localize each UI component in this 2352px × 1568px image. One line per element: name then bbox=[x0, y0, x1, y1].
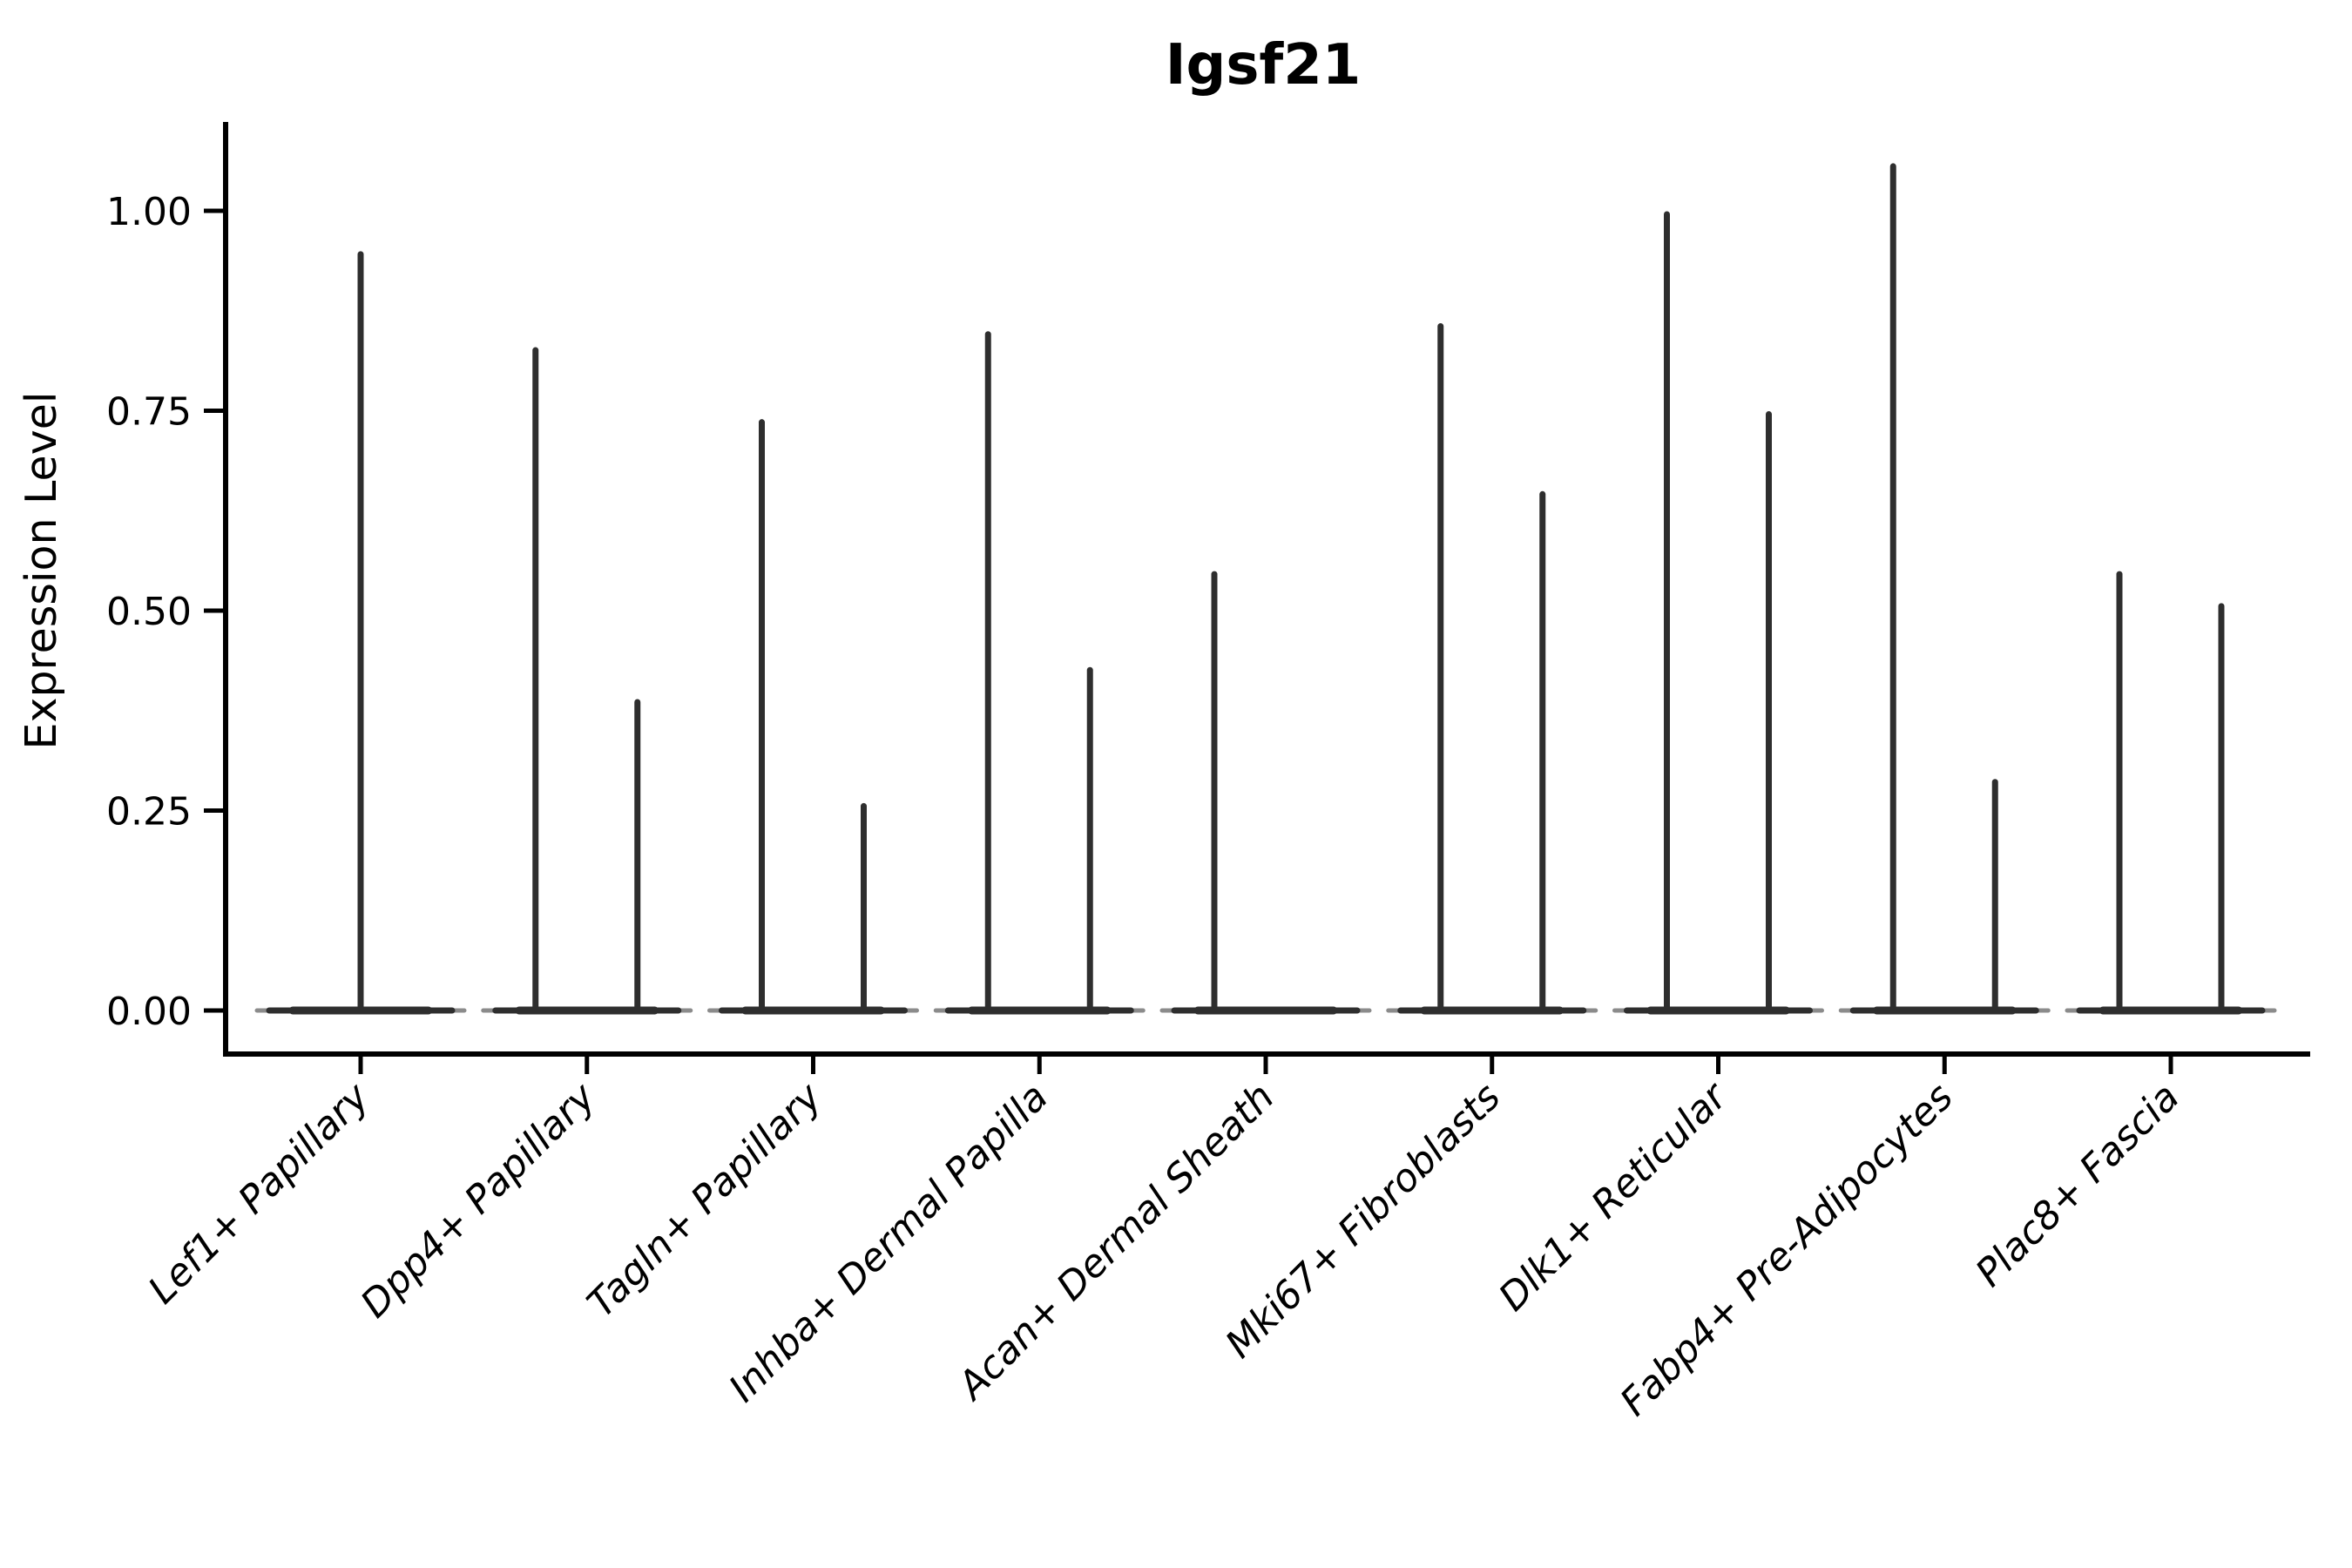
y-axis-ticks: 0.00 0.25 0.50 0.75 1.00 bbox=[106, 190, 226, 1034]
y-tick-label: 0.50 bbox=[106, 590, 192, 634]
y-tick-label: 0.00 bbox=[106, 990, 192, 1034]
x-tick-label: Plac8+ Fascia bbox=[1967, 1075, 2187, 1295]
violins-group bbox=[254, 163, 2277, 1015]
y-tick-label: 0.25 bbox=[106, 790, 192, 835]
y-axis-label: Expression Level bbox=[17, 392, 66, 750]
chart-title: Igsf21 bbox=[1166, 33, 1362, 98]
y-tick-label: 1.00 bbox=[106, 190, 192, 234]
x-tick-label: Lef1+ Papillary bbox=[140, 1074, 379, 1313]
x-tick-label: Dlk1+ Reticular bbox=[1490, 1073, 1737, 1320]
x-tick-label: Dpp4+ Papillary bbox=[352, 1074, 605, 1327]
y-tick-label: 0.75 bbox=[106, 390, 192, 435]
x-tick-label: Tagln+ Papillary bbox=[579, 1074, 831, 1326]
